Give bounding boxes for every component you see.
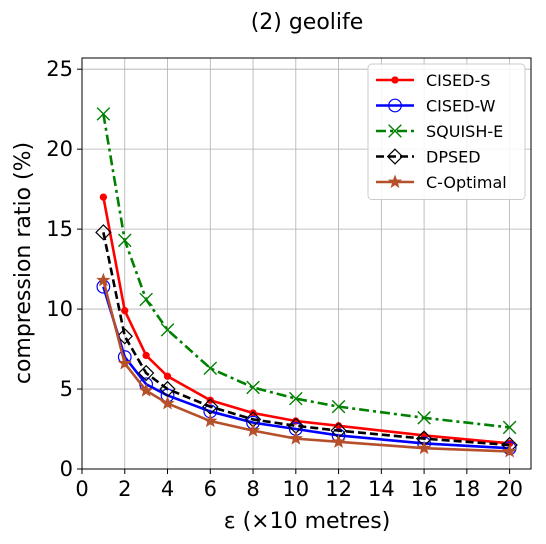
data-point: [95, 224, 112, 241]
data-point: [117, 355, 132, 370]
legend-entry: SQUISH-E: [376, 122, 503, 141]
y-tick-label: 25: [46, 57, 73, 81]
series-line: [102, 113, 510, 429]
data-point: [139, 292, 153, 307]
legend-entry: DPSED: [376, 148, 481, 167]
data-point: [331, 399, 346, 414]
data-point: [288, 431, 303, 445]
data-point: [142, 351, 150, 360]
data-point: [160, 323, 175, 337]
series-line: [102, 286, 510, 450]
series-line: [102, 279, 510, 453]
data-point: [416, 440, 432, 455]
data-point: [96, 272, 111, 287]
data-point: [289, 391, 303, 406]
series-layer: [95, 107, 518, 458]
series-squish-e: [96, 107, 517, 435]
x-tick-label: 0: [75, 477, 88, 501]
data-point: [160, 395, 175, 410]
plot-frame: [81, 57, 532, 470]
x-tick-label: 18: [453, 477, 480, 501]
chart-title: (2) geolife: [251, 10, 364, 35]
data-point: [116, 328, 133, 345]
series-line: [102, 232, 510, 447]
x-tick-label: 20: [496, 477, 523, 501]
y-tick-label: 0: [60, 457, 73, 481]
series-c-optimal: [96, 272, 517, 458]
data-point: [96, 107, 111, 121]
data-point: [417, 411, 431, 425]
legend-entry: C-Optimal: [376, 173, 507, 192]
legend: CISED-S CISED-W SQUISH-E DPSED C-Optimal: [367, 63, 526, 200]
data-point: [206, 396, 214, 404]
legend-label: SQUISH-E: [426, 122, 503, 141]
legend-box: [367, 63, 526, 200]
data-point: [99, 193, 108, 201]
y-axis: 0 5 10 15 20 25: [46, 57, 82, 481]
data-point: [502, 443, 517, 458]
legend-label: C-Optimal: [426, 173, 507, 192]
data-point: [331, 434, 346, 448]
series-line: [102, 196, 510, 445]
data-point: [203, 361, 218, 376]
x-axis-label: ε (×10 metres): [224, 509, 391, 534]
y-axis-label: compression ratio (%): [11, 142, 36, 384]
y-tick-label: 10: [46, 297, 73, 321]
x-tick-label: 8: [246, 477, 259, 501]
data-point: [137, 364, 155, 382]
legend-label: CISED-S: [426, 71, 490, 90]
legend-marker: [387, 174, 403, 189]
series-cised-s: [99, 193, 514, 448]
x-tick-label: 10: [282, 477, 309, 501]
x-tick-label: 4: [161, 477, 174, 501]
y-tick-label: 5: [60, 377, 73, 401]
legend-marker: [388, 124, 402, 138]
x-tick-label: 6: [204, 477, 217, 501]
x-tick-label: 2: [118, 477, 131, 501]
x-tick-label: 14: [368, 477, 395, 501]
legend-marker: [388, 98, 402, 113]
data-point: [249, 409, 257, 417]
data-point: [502, 420, 517, 435]
x-tick-label: 12: [325, 477, 352, 501]
data-point: [117, 233, 132, 248]
legend-entry: CISED-W: [376, 97, 496, 116]
legend-marker: [391, 76, 399, 84]
data-point: [163, 372, 172, 380]
data-point: [245, 423, 261, 437]
legend-marker: [386, 148, 404, 165]
x-axis: 0 2 4 6 8 10 12 14 16 18 20: [75, 469, 523, 501]
legend-label: DPSED: [426, 148, 481, 167]
y-tick-label: 20: [46, 137, 73, 161]
data-point: [121, 307, 129, 315]
x-tick-label: 16: [411, 477, 438, 501]
y-tick-label: 15: [46, 217, 73, 241]
data-point: [139, 383, 154, 397]
data-point: [203, 413, 218, 428]
data-point: [246, 380, 260, 395]
legend-label: CISED-W: [426, 97, 496, 116]
legend-entry: CISED-S: [376, 71, 490, 90]
